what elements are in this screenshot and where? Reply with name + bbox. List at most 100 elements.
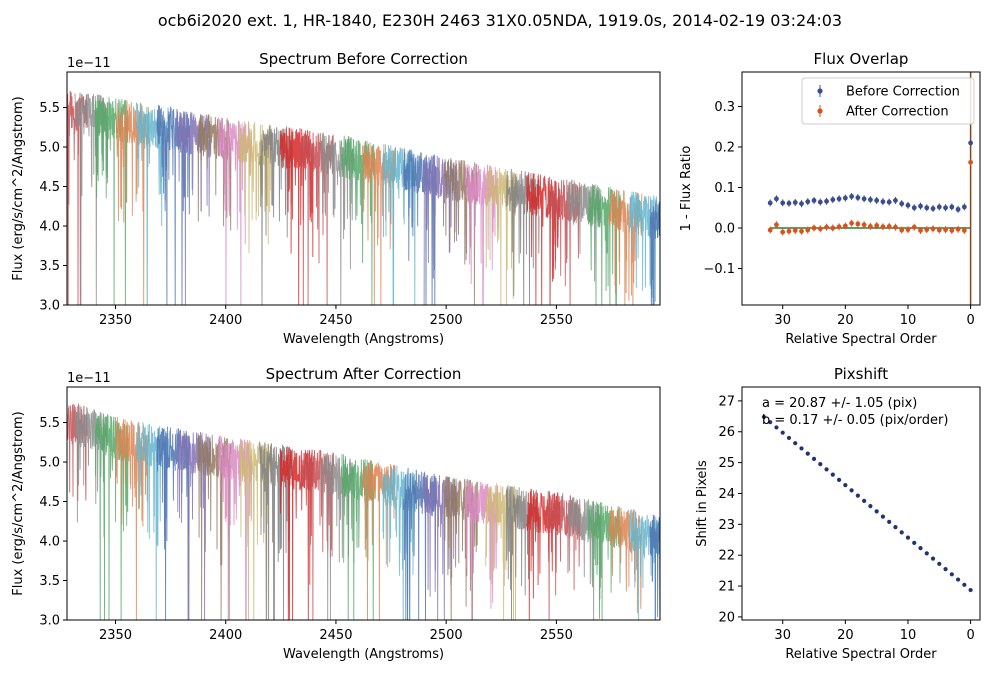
data-point-before (961, 204, 967, 210)
panel-spectrum-before: Spectrum Before Correction 2350 2400 2450 25… (11, 50, 661, 347)
data-point-after (899, 227, 905, 233)
y-axis-label: Flux (erg/s/cm^2/Angstrom) (11, 411, 26, 595)
axes-frame (741, 386, 981, 621)
data-point-after (874, 223, 880, 228)
spectral-order-trace (444, 476, 478, 620)
panel-title: Flux Overlap (814, 50, 909, 68)
y-offset-label: 1e−11 (67, 371, 111, 386)
data-point-after (855, 221, 861, 227)
y-tick-label: 26 (718, 425, 735, 440)
data-point-before (955, 206, 961, 212)
figure-title: ocb6i2020 ext. 1, HR-1840, E230H 2463 31… (158, 11, 842, 30)
data-point (874, 509, 879, 514)
data-point-after (786, 228, 792, 234)
data-point-before (830, 197, 836, 203)
legend-marker (817, 88, 823, 94)
plot-area (767, 72, 974, 305)
y-tick-label: 24 (718, 487, 735, 502)
data-point-after (924, 227, 930, 233)
data-point-before (911, 205, 917, 211)
y-tick-label: 3.5 (39, 574, 60, 589)
axes-frame (66, 386, 661, 621)
y-axis-label: Shift in Pixels (695, 460, 710, 547)
data-point (924, 551, 929, 556)
panel-title: Spectrum Before Correction (259, 50, 468, 68)
y-tick-label: 5.5 (39, 101, 60, 116)
data-point (968, 587, 973, 593)
x-tick-label: 0 (966, 628, 974, 643)
data-point-after (836, 224, 842, 230)
data-point-before (811, 198, 817, 203)
data-point-after (886, 223, 892, 229)
y-tick-label: 4.5 (39, 180, 60, 195)
spectral-order-trace (156, 104, 191, 305)
legend-marker (817, 108, 823, 114)
data-point-after (792, 228, 798, 233)
data-point-after (949, 228, 955, 233)
spectral-order-trace (629, 191, 660, 302)
spectral-order-trace (485, 165, 519, 305)
y-tick-label: 5.0 (39, 141, 60, 156)
y-tick-label: 21 (718, 580, 735, 595)
data-point-before (767, 200, 773, 206)
data-point-after (811, 225, 817, 231)
data-point-before (824, 198, 829, 204)
y-tick-label: 23 (718, 518, 735, 533)
spectral-order-trace (649, 198, 660, 305)
y-tick-label: 4.5 (39, 495, 60, 510)
data-point-before (849, 194, 855, 199)
panel-spectrum-after: Spectrum After Correction 2350 2400 2450 250… (11, 365, 661, 662)
data-point (949, 572, 954, 577)
data-point (793, 441, 798, 446)
panel-flux-overlap: Flux Overlap 30 20 10 0 −0.1 0.0 0.1 0.2 0.3 Relat… (679, 50, 981, 347)
data-point-before (817, 199, 823, 205)
data-point (930, 556, 936, 561)
x-axis-label: Wavelength (Angstroms) (283, 332, 444, 347)
data-point (786, 435, 792, 441)
spectral-order-trace (218, 435, 252, 620)
data-point-after (824, 224, 829, 230)
spectral-order-trace (403, 467, 437, 620)
data-point-after (918, 228, 923, 233)
x-tick-label: 2450 (319, 628, 352, 643)
data-point (887, 519, 892, 524)
y-tick-label: 27 (718, 394, 735, 409)
x-tick-label: 2500 (430, 628, 463, 643)
data-point (824, 467, 829, 472)
data-point-before (905, 202, 911, 208)
data-point (761, 414, 767, 420)
data-point (955, 577, 961, 582)
y-tick-label: 25 (718, 456, 735, 471)
data-point (855, 493, 860, 498)
x-tick-label: 2400 (209, 628, 242, 643)
y-tick-label: 0.2 (714, 140, 735, 155)
data-point (830, 472, 835, 477)
y-tick-label: −0.1 (703, 262, 735, 277)
data-point-before (861, 196, 867, 202)
spectrum-traces (67, 90, 660, 305)
panel-title: Pixshift (834, 365, 888, 383)
data-point (799, 446, 804, 451)
x-axis-label: Wavelength (Angstroms) (283, 647, 444, 662)
spectral-order-trace (115, 100, 150, 305)
data-point-after (799, 228, 804, 234)
data-point-before (943, 205, 948, 211)
spectral-order-trace (546, 176, 581, 305)
data-point-after (905, 227, 911, 233)
data-point-after (867, 223, 873, 229)
data-point (862, 498, 867, 503)
y-tick-label: 3.0 (39, 299, 60, 314)
x-axis-label: Relative Spectral Order (785, 647, 937, 662)
data-point (811, 456, 817, 462)
x-tick-label: 2350 (99, 628, 132, 643)
x-tick-label: 2500 (430, 313, 463, 328)
data-point-before (867, 197, 873, 203)
data-point-before (949, 204, 955, 210)
data-point (768, 420, 773, 425)
spectral-order-trace (567, 179, 602, 282)
data-point-after (911, 224, 917, 230)
data-point (836, 477, 842, 482)
y-tick-label: 20 (718, 610, 735, 625)
y-axis-label: Flux (erg/s/cm^2/Angstrom) (11, 96, 26, 280)
spectral-order-trace (156, 426, 191, 620)
